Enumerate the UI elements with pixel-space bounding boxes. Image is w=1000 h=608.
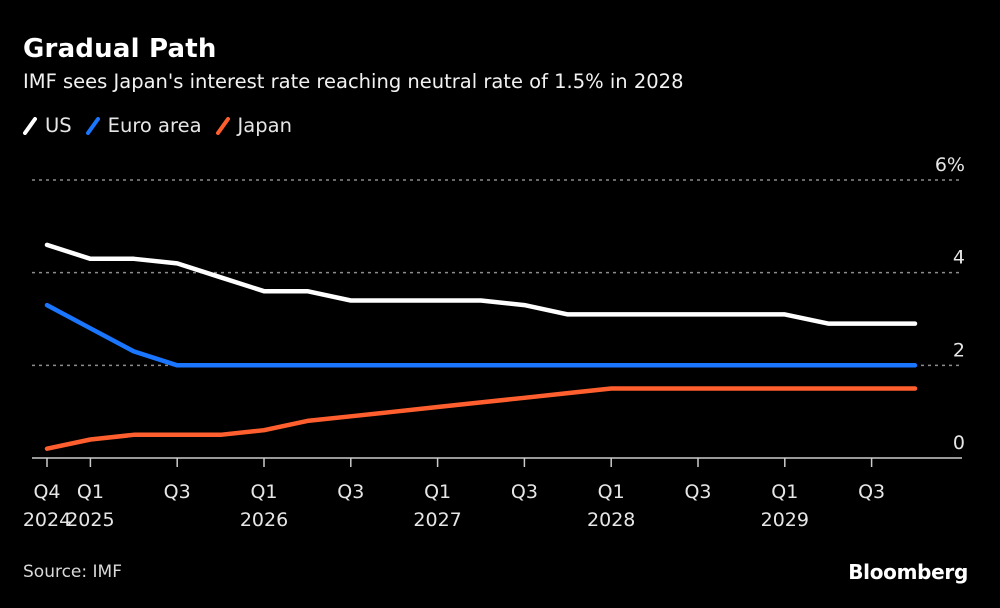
legend-label-us: US (45, 114, 72, 137)
series-line-us (44, 242, 918, 326)
x-tick-label: Q1 (424, 481, 451, 503)
x-tick-year-label: 2026 (240, 509, 288, 531)
x-tick-year-label: 2027 (413, 509, 461, 531)
x-tick-label: Q1 (598, 481, 625, 503)
x-tick-label: Q1 (77, 481, 104, 503)
y-tick-label-0: 0 (953, 432, 965, 454)
legend-swatch-us-icon (23, 116, 37, 135)
legend-swatch-line-us (23, 116, 37, 135)
series-lines (44, 242, 918, 451)
x-tick-label: Q4 (33, 481, 60, 503)
legend-item-us: US (23, 114, 72, 137)
y-tick-label-6: 6% (935, 154, 965, 176)
x-tick-label: Q3 (337, 481, 364, 503)
x-tick-year-label: 2024 (23, 509, 71, 531)
x-tick-label: Q3 (684, 481, 711, 503)
source-note: Source: IMF (23, 562, 122, 582)
legend-label-euro-area: Euro area (107, 114, 202, 137)
x-tick-year-label: 2025 (66, 509, 114, 531)
legend-item-euro-area: Euro area (85, 114, 202, 137)
legend-swatch-line-euro (85, 116, 100, 135)
chart-title: Gradual Path (23, 34, 217, 64)
x-tick-label: Q3 (164, 481, 191, 503)
series-line-japan (44, 386, 918, 451)
x-tick-year-label: 2029 (761, 509, 809, 531)
x-axis: Q4 2024 Q1 2025 Q3 Q1 2026 Q3 Q1 2027 Q3 Q1 2028 Q3 Q1… (23, 457, 962, 531)
x-tick-year-label: 2028 (587, 509, 635, 531)
legend-swatch-euro-icon (85, 116, 100, 135)
x-tick-label: Q1 (771, 481, 798, 503)
gridlines (32, 179, 962, 367)
legend-swatch-line-japan (215, 116, 230, 135)
y-tick-label-2: 2 (953, 339, 965, 361)
chart-subtitle: IMF sees Japan's interest rate reaching … (23, 70, 684, 93)
x-tick-label: Q3 (858, 481, 885, 503)
legend-label-japan: Japan (237, 114, 292, 137)
y-axis-labels: 0 2 4 6% (935, 154, 965, 454)
legend-swatch-japan-icon (215, 116, 230, 135)
y-tick-label-4: 4 (953, 247, 965, 269)
legend-item-japan: Japan (215, 114, 292, 137)
legend: US Euro area Japan (23, 114, 306, 137)
x-tick-label: Q3 (511, 481, 538, 503)
bloomberg-logo: Bloomberg (848, 560, 968, 584)
x-tick-label: Q1 (250, 481, 277, 503)
series-line-euro-area (44, 302, 918, 368)
